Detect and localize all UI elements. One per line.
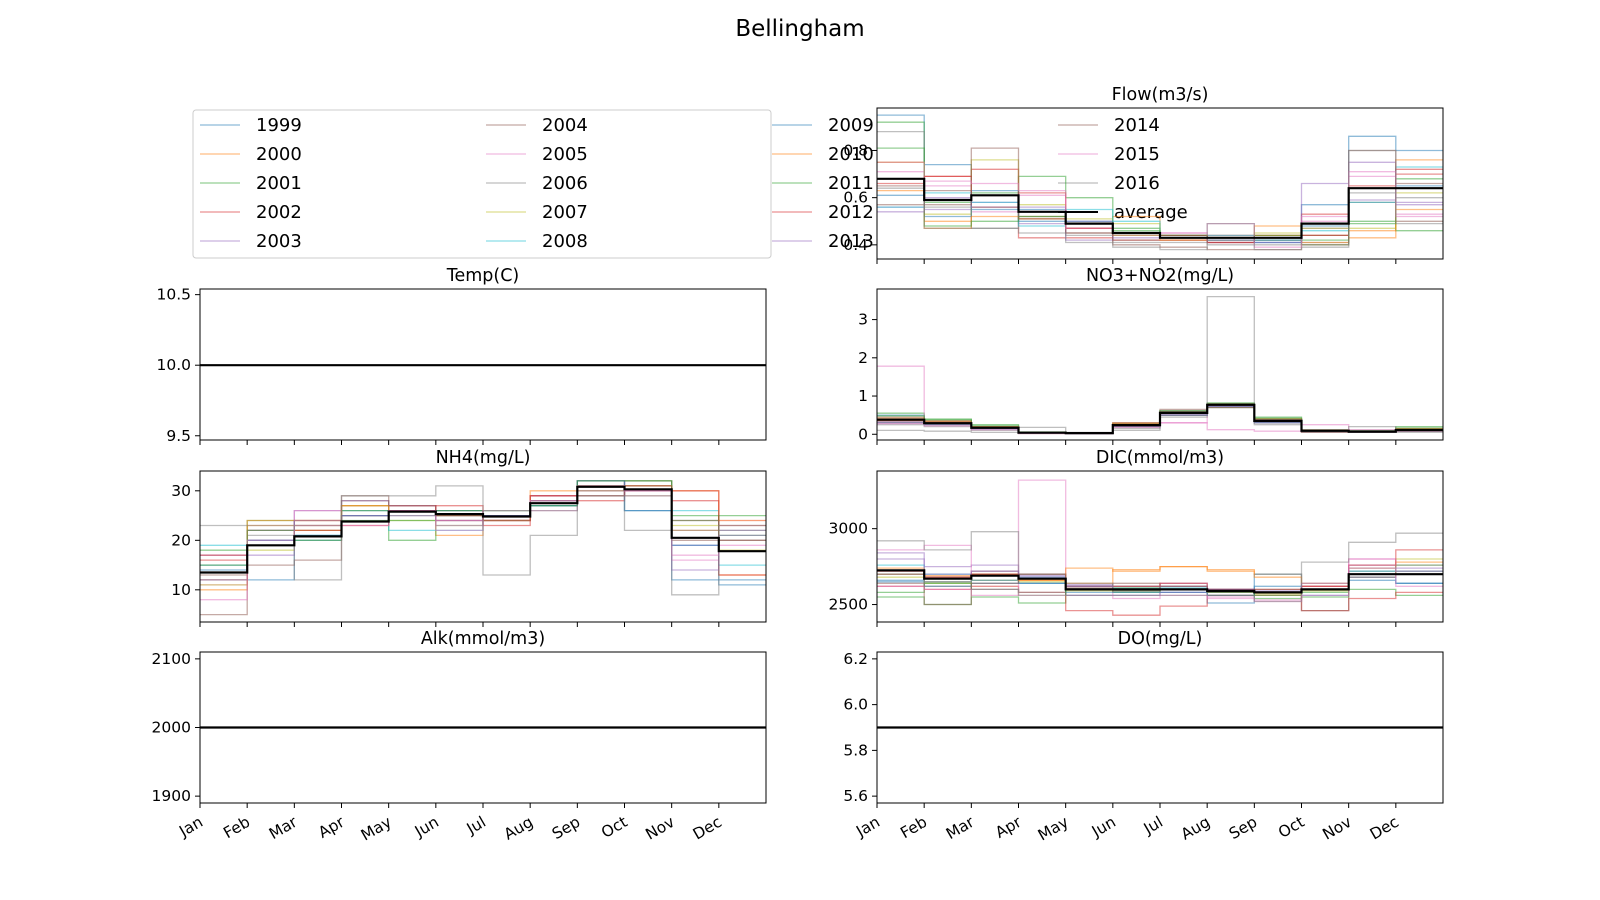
plot-area-flow-m3-s bbox=[877, 114, 1443, 251]
legend-label-2007: 2007 bbox=[542, 202, 588, 223]
panel-flow-m3-s: Flow(m3/s) 0.4 0.6 0.8 bbox=[843, 85, 1444, 264]
ytick-label-alk-mmol-m3-2000: 2000 bbox=[152, 719, 191, 737]
xtick-label-do-mg-l-oct: Oct bbox=[1275, 813, 1307, 842]
xtick-label-alk-mmol-m3-jan: Jan bbox=[175, 813, 206, 841]
ytick-label-nh4-mg-l-10: 10 bbox=[171, 581, 191, 599]
legend-label-2004: 2004 bbox=[542, 115, 588, 136]
series-dic-mmol-m3-2016 bbox=[877, 532, 1443, 603]
panel-temp-c: Temp(C) 9.5 10.0 10.5 bbox=[156, 266, 767, 445]
ytick-label-temp-c-10-5: 10.5 bbox=[156, 286, 191, 304]
xtick-label-do-mg-l-dec: Dec bbox=[1367, 813, 1402, 844]
ytick-label-temp-c-10: 10.0 bbox=[156, 356, 191, 374]
panel-title-dic-mmol-m3: DIC(mmol/m3) bbox=[1096, 448, 1224, 468]
xtick-label-alk-mmol-m3-jun: Jun bbox=[411, 813, 442, 841]
panel-nh4-mg-l: NH4(mg/L) 10 20 30 bbox=[171, 448, 767, 627]
xtick-label-alk-mmol-m3-nov: Nov bbox=[642, 813, 677, 844]
figure-title: Bellingham bbox=[735, 16, 864, 42]
legend: 1999 2000 2001 2002 2003 2004 2005 2006 2007 2008… bbox=[192, 109, 1188, 259]
series-no3-no2-mg-l-average bbox=[877, 403, 1443, 435]
ytick-label-do-mg-l-6: 6.0 bbox=[843, 696, 868, 714]
xtick-label-alk-mmol-m3-jul: Jul bbox=[463, 813, 489, 838]
legend-label-2009: 2009 bbox=[828, 115, 874, 136]
xtick-label-alk-mmol-m3-dec: Dec bbox=[690, 813, 725, 844]
xtick-label-alk-mmol-m3-sep: Sep bbox=[549, 813, 583, 843]
legend-label-2000: 2000 bbox=[256, 144, 302, 165]
legend-label-2012: 2012 bbox=[828, 202, 874, 223]
legend-label-average: average bbox=[1114, 202, 1188, 223]
legend-label-1999: 1999 bbox=[256, 115, 302, 136]
xtick-label-do-mg-l-nov: Nov bbox=[1319, 813, 1354, 844]
legend-label-2011: 2011 bbox=[828, 173, 874, 194]
series-nh4-mg-l-2016 bbox=[200, 485, 766, 596]
xtick-label-do-mg-l-mar: Mar bbox=[943, 813, 978, 844]
xtick-label-do-mg-l-may: May bbox=[1035, 813, 1072, 845]
ytick-label-no3-no2-mg-l-0: 0 bbox=[858, 425, 868, 443]
legend-label-2003: 2003 bbox=[256, 231, 302, 252]
xtick-label-do-mg-l-apr: Apr bbox=[992, 813, 1025, 842]
xtick-label-alk-mmol-m3-apr: Apr bbox=[315, 813, 348, 842]
xtick-label-alk-mmol-m3-oct: Oct bbox=[598, 813, 630, 842]
xtick-label-do-mg-l-sep: Sep bbox=[1226, 813, 1260, 843]
ytick-label-no3-no2-mg-l-1: 1 bbox=[858, 387, 868, 405]
xtick-label-alk-mmol-m3-mar: Mar bbox=[266, 813, 301, 844]
ytick-label-do-mg-l-5-8: 5.8 bbox=[843, 741, 868, 759]
panel-title-alk-mmol-m3: Alk(mmol/m3) bbox=[421, 629, 545, 649]
legend-label-2010: 2010 bbox=[828, 144, 874, 165]
legend-label-2014: 2014 bbox=[1114, 115, 1160, 136]
xtick-label-do-mg-l-feb: Feb bbox=[897, 813, 930, 842]
plot-area-dic-mmol-m3 bbox=[877, 479, 1443, 616]
panel-title-flow-m3-s: Flow(m3/s) bbox=[1112, 85, 1209, 105]
ytick-label-do-mg-l-6-2: 6.2 bbox=[843, 650, 868, 668]
legend-label-2013: 2013 bbox=[828, 231, 874, 252]
panel-dic-mmol-m3: DIC(mmol/m3) 2500 3000 bbox=[829, 448, 1444, 627]
xtick-label-alk-mmol-m3-may: May bbox=[358, 813, 395, 845]
ytick-label-dic-mmol-m3-2500: 2500 bbox=[829, 596, 868, 614]
legend-frame bbox=[192, 109, 772, 259]
legend-label-2016: 2016 bbox=[1114, 173, 1160, 194]
axes-frame-dic-mmol-m3 bbox=[876, 470, 1444, 623]
legend-label-2006: 2006 bbox=[542, 173, 588, 194]
panel-do-mg-l: DO(mg/L) 5.6 5.8 6.0 6.2 Jan Feb Mar Apr May Jun Ju… bbox=[843, 629, 1444, 845]
panel-alk-mmol-m3: Alk(mmol/m3) 1900 2000 2100 Jan Feb Mar Apr May J… bbox=[152, 629, 767, 845]
legend-label-2015: 2015 bbox=[1114, 144, 1160, 165]
xtick-label-do-mg-l-jul: Jul bbox=[1140, 813, 1166, 838]
legend-label-2001: 2001 bbox=[256, 173, 302, 194]
ytick-label-flow-m3-s-0-4: 0.4 bbox=[843, 236, 868, 254]
xtick-label-do-mg-l-aug: Aug bbox=[1178, 813, 1213, 844]
panel-no3-no2-mg-l: NO3+NO2(mg/L) 0 1 2 3 bbox=[858, 266, 1444, 445]
series-flow-m3-s-average bbox=[877, 177, 1443, 239]
ytick-label-nh4-mg-l-20: 20 bbox=[171, 531, 191, 549]
plot-area-nh4-mg-l bbox=[200, 480, 766, 616]
plot-area-no3-no2-mg-l bbox=[877, 295, 1443, 435]
ytick-label-temp-c-9-5: 9.5 bbox=[166, 427, 191, 445]
series-dic-mmol-m3-average bbox=[877, 569, 1443, 594]
legend-label-2005: 2005 bbox=[542, 144, 588, 165]
panel-title-nh4-mg-l: NH4(mg/L) bbox=[436, 448, 531, 468]
ytick-label-flow-m3-s-0-8: 0.8 bbox=[843, 141, 868, 159]
xtick-label-alk-mmol-m3-feb: Feb bbox=[220, 813, 253, 842]
ytick-label-no3-no2-mg-l-2: 2 bbox=[858, 349, 868, 367]
ytick-label-dic-mmol-m3-3000: 3000 bbox=[829, 520, 868, 538]
ytick-label-flow-m3-s-0-6: 0.6 bbox=[843, 189, 868, 207]
legend-label-2002: 2002 bbox=[256, 202, 302, 223]
ytick-label-no3-no2-mg-l-3: 3 bbox=[858, 311, 868, 329]
ytick-label-alk-mmol-m3-2100: 2100 bbox=[152, 650, 191, 668]
xtick-label-do-mg-l-jan: Jan bbox=[852, 813, 883, 841]
ytick-label-nh4-mg-l-30: 30 bbox=[171, 482, 191, 500]
xtick-label-do-mg-l-jun: Jun bbox=[1088, 813, 1119, 841]
series-nh4-mg-l-average bbox=[200, 485, 766, 574]
legend-label-2008: 2008 bbox=[542, 231, 588, 252]
panel-title-temp-c: Temp(C) bbox=[446, 266, 520, 286]
ytick-label-alk-mmol-m3-1900: 1900 bbox=[152, 787, 191, 805]
xtick-label-alk-mmol-m3-aug: Aug bbox=[501, 813, 536, 844]
ytick-label-do-mg-l-5-6: 5.6 bbox=[843, 787, 868, 805]
panel-title-do-mg-l: DO(mg/L) bbox=[1118, 629, 1203, 649]
panel-title-no3-no2-mg-l: NO3+NO2(mg/L) bbox=[1086, 266, 1234, 286]
